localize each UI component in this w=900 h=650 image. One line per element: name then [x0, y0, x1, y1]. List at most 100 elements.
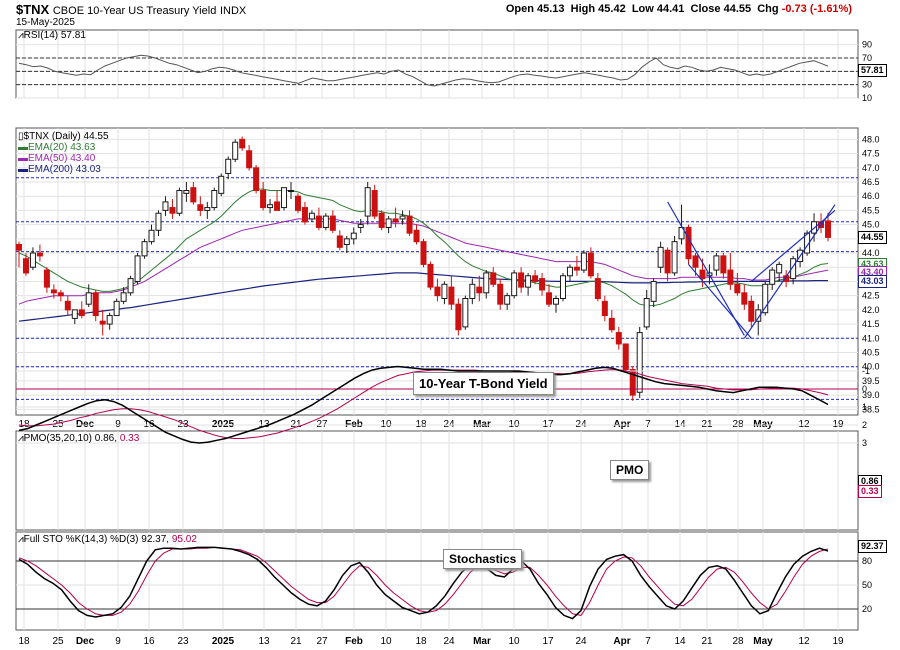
x-tick-label-bottom: 7	[645, 636, 651, 647]
candle-body	[378, 212, 385, 228]
candle-body	[127, 278, 134, 294]
pmo-label: PMO(35,20,10) 0.86,	[23, 433, 118, 444]
candle-body	[518, 272, 525, 288]
candle-body	[755, 309, 762, 322]
x-tick-label-bottom: 10	[508, 636, 520, 647]
price-tick-label: 38.5	[862, 404, 880, 414]
candle-body	[113, 300, 120, 317]
candle-body	[483, 272, 490, 294]
ema200-legend: ▬EMA(200) 43.03	[18, 164, 109, 175]
price-tick-label: 45.5	[862, 205, 880, 215]
candle-body	[364, 187, 371, 217]
ema200-line	[18, 272, 828, 322]
candle-body	[57, 292, 64, 297]
low-value: 44.41	[656, 3, 685, 15]
candle-body	[692, 255, 699, 268]
candle-icon: ▯	[18, 131, 24, 142]
ema20-legend: ▬EMA(20) 43.63	[18, 142, 109, 153]
sto-callout: Stochastics	[443, 549, 523, 569]
pmo-signal-tag: 0.33	[858, 485, 882, 498]
price-tick-label: 42.0	[862, 305, 880, 315]
candle-body	[267, 204, 274, 209]
candle-body	[643, 297, 650, 328]
rsi-panel-frame	[15, 29, 859, 99]
candle-body	[594, 278, 601, 299]
candle-body	[553, 297, 560, 305]
candle-body	[546, 292, 553, 305]
sto-k-line	[18, 546, 829, 620]
x-tick-label-bottom: 17	[542, 636, 554, 647]
price-label: $TNX (Daily) 44.55	[23, 131, 109, 142]
candle-body	[371, 190, 378, 217]
candle-body	[287, 190, 294, 193]
exchange: INDX	[219, 5, 247, 17]
candle-body	[469, 283, 476, 299]
candle-body	[43, 269, 50, 288]
pmo-panel-frame	[15, 430, 859, 531]
sto-value-tag: 92.37	[858, 540, 887, 553]
sto-d-line	[18, 546, 829, 616]
candle-body	[301, 207, 308, 223]
candle-body	[22, 258, 29, 274]
pmo-tick-label: 3	[862, 438, 867, 448]
candle-body	[455, 303, 462, 331]
candle-body	[155, 212, 162, 231]
x-tick-label-bottom: 21	[701, 636, 713, 647]
price-tick-label: 47.0	[862, 163, 880, 173]
pmo-callout: PMO	[610, 460, 650, 480]
rsi-value-tag: 57.81	[858, 64, 887, 77]
candle-body	[462, 297, 469, 328]
sto-tick-label: 20	[862, 604, 872, 614]
candle-body	[741, 292, 748, 305]
price-tick-label: 46.0	[862, 191, 880, 201]
rsi-legend: ⩘RSI(14) 57.81	[18, 30, 86, 41]
candle-body	[78, 309, 85, 317]
candle-body	[671, 241, 678, 274]
ohlc-summary: Open 45.13 High 45.42 Low 44.41 Close 44…	[506, 3, 852, 15]
low-label: Low	[631, 3, 654, 15]
candle-body	[134, 255, 141, 282]
candle-body	[308, 212, 315, 220]
x-tick-label-bottom: 24	[443, 636, 455, 647]
ema20-line	[18, 188, 829, 307]
candle-body	[566, 266, 573, 277]
price-tick-label: 39.0	[862, 390, 880, 400]
candle-body	[36, 252, 43, 257]
candle-body	[322, 215, 329, 228]
candle-body	[50, 289, 57, 294]
candle-body	[16, 244, 22, 251]
chart-header: $TNX CBOE 10-Year US Treasury Yield INDX…	[0, 0, 900, 30]
candle-body	[734, 283, 741, 294]
candle-body	[274, 201, 281, 211]
candle-body	[748, 300, 755, 322]
candle-body	[169, 207, 176, 214]
pmo-tick-label: 2	[862, 420, 867, 430]
price-tick-label: 47.5	[862, 149, 880, 159]
candle-body	[385, 218, 392, 228]
candle-body	[622, 343, 629, 371]
x-tick-label-bottom: Feb	[345, 636, 363, 647]
price-callout: 10-Year T-Bond Yield	[413, 372, 554, 395]
high-value: 45.42	[598, 3, 626, 15]
candle-body	[825, 220, 831, 238]
rsi-tick-label: 90	[862, 40, 872, 50]
candle-body	[448, 286, 455, 305]
pmo-signal-label: 0.33	[119, 433, 140, 444]
x-tick-label-bottom: 16	[143, 636, 155, 647]
x-tick-label-bottom: 24	[575, 636, 587, 647]
x-tick-label-bottom: 18	[415, 636, 427, 647]
close-label: Close	[690, 3, 721, 15]
rsi-tick-label: 10	[862, 93, 872, 103]
pmo-legend: ⩘PMO(35,20,10) 0.86, 0.33	[18, 433, 139, 444]
open-label: Open	[505, 3, 534, 15]
candle-body	[525, 275, 532, 288]
price-tick-label: 40.5	[862, 347, 880, 357]
candle-body	[148, 229, 155, 243]
candle-body	[601, 300, 608, 317]
x-tick-label-bottom: Apr	[613, 636, 630, 647]
candle-body	[176, 190, 183, 214]
sto-d-label: 95.02	[171, 534, 197, 545]
candle-body	[413, 229, 420, 243]
pmo-tick-label: 0	[862, 384, 867, 394]
